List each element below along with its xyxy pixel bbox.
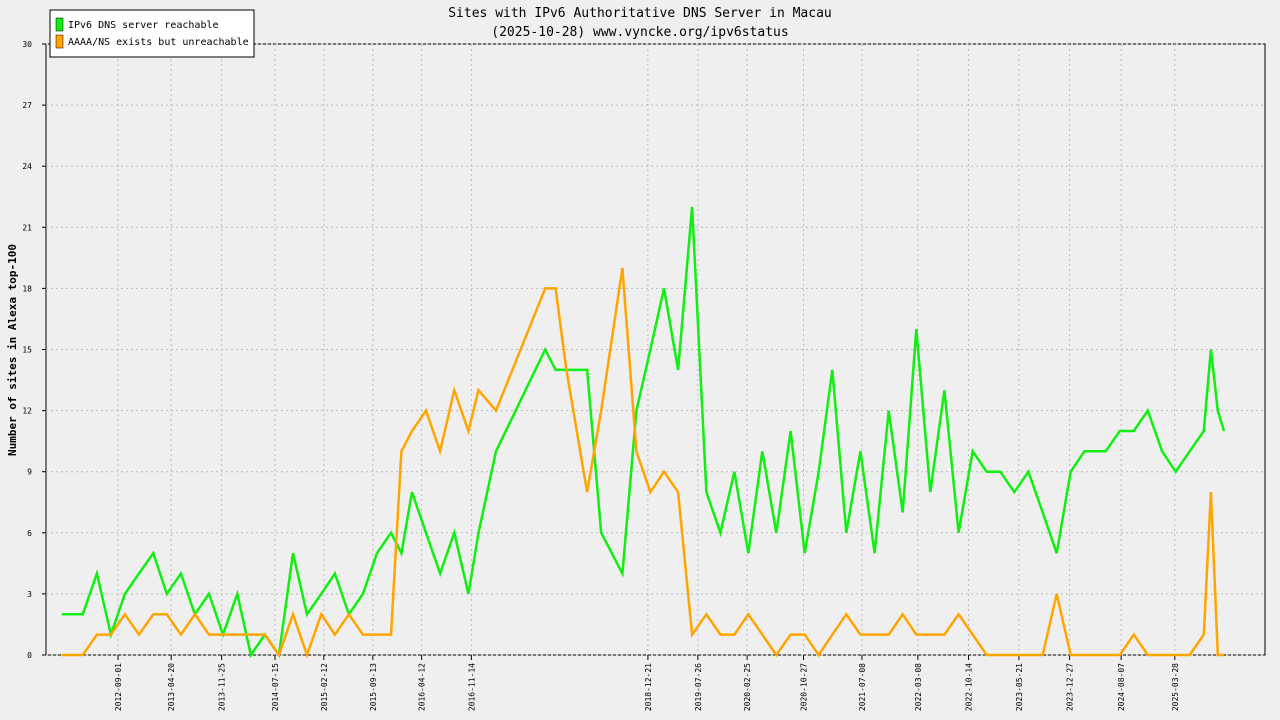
x-tick-label: 2016-04-12 <box>418 663 427 711</box>
x-tick-label: 2015-09-13 <box>369 663 378 711</box>
series-line <box>61 206 1226 659</box>
x-tick-label: 2013-04-20 <box>167 663 176 711</box>
x-tick-label: 2016-11-14 <box>467 663 476 711</box>
x-tick-label: 2014-07-15 <box>271 663 280 711</box>
x-tick-label: 2012-09-01 <box>114 663 123 711</box>
x-tick-label: 2023-12-27 <box>1066 663 1075 711</box>
x-tick-label: 2024-08-07 <box>1117 663 1126 711</box>
y-axis-label: Number of sites in Alexa top-100 <box>6 244 19 456</box>
chart-title: Sites with IPv6 Authoritative DNS Server… <box>448 6 832 21</box>
x-tick-label: 2022-03-08 <box>914 663 923 711</box>
x-tick-label: 2015-02-12 <box>320 663 329 711</box>
y-tick-label: 15 <box>22 346 32 355</box>
y-tick-label: 21 <box>22 223 32 232</box>
legend-label: IPv6 DNS server reachable <box>68 20 219 31</box>
y-tick-label: 18 <box>22 284 32 293</box>
y-tick-label: 12 <box>22 407 32 416</box>
x-tick-label: 2025-03-28 <box>1171 663 1180 711</box>
y-tick-label: 0 <box>27 651 32 660</box>
x-tick-label: 2018-12-21 <box>644 663 653 711</box>
x-tick-label: 2013-11-25 <box>218 663 227 711</box>
x-tick-label: 2020-02-25 <box>743 663 752 711</box>
legend-label: AAAA/NS exists but unreachable <box>68 37 249 48</box>
y-tick-label: 6 <box>27 529 32 538</box>
y-tick-label: 24 <box>22 162 32 171</box>
x-tick-label: 2019-07-26 <box>694 663 703 711</box>
y-tick-label: 27 <box>22 101 32 110</box>
x-tick-label: 2022-10-14 <box>965 663 974 711</box>
chart-subtitle: (2025-10-28) www.vyncke.org/ipv6status <box>491 25 788 40</box>
x-tick-label: 2020-10-27 <box>800 663 809 711</box>
y-tick-label: 3 <box>27 590 32 599</box>
legend-swatch <box>55 17 64 32</box>
legend-swatch <box>55 34 64 49</box>
y-tick-label: 30 <box>22 40 32 49</box>
y-tick-label: 9 <box>27 468 32 477</box>
x-tick-label: 2023-05-21 <box>1015 663 1024 711</box>
legend-box <box>49 9 255 58</box>
x-tick-label: 2021-07-08 <box>858 663 867 711</box>
series-line <box>61 267 1224 659</box>
